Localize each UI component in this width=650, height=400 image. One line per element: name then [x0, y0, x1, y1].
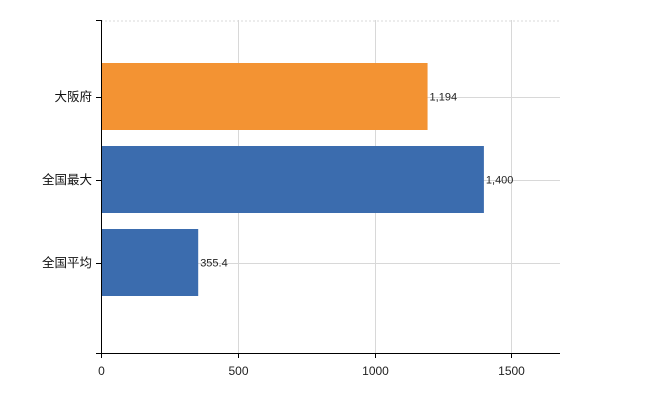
data-label: 1,400: [486, 175, 514, 187]
bars: [101, 63, 484, 296]
axes: [96, 20, 560, 358]
x-tick-label: 0: [98, 364, 105, 378]
category-label: 全国最大: [42, 172, 92, 187]
data-label: 1,194: [430, 92, 458, 104]
x-tick-label: 500: [228, 364, 248, 378]
bar-3: [101, 229, 199, 296]
x-tick-label: 1500: [498, 364, 525, 378]
data-label: 355.4: [200, 258, 228, 270]
category-label: 大阪府: [54, 89, 92, 104]
bar-1: [101, 63, 428, 130]
category-label: 全国平均: [42, 255, 92, 270]
bar-2: [101, 146, 484, 213]
x-tick-label: 1000: [362, 364, 389, 378]
labels: 0 500 1000 1500 大阪府 1,194 全国最大 1,400 全国平均 355.4: [42, 89, 525, 378]
